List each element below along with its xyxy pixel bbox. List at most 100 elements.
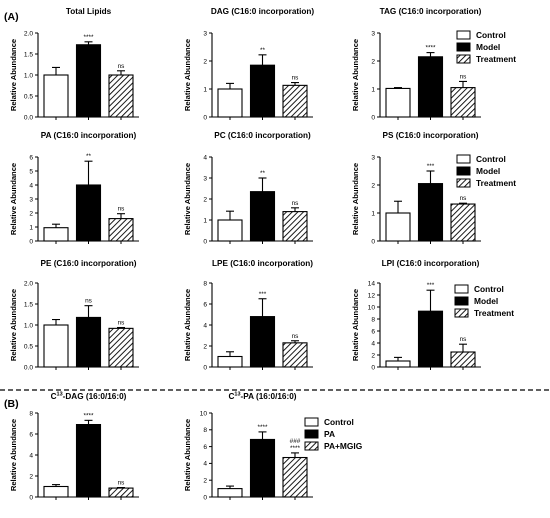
- chart-title: Total Lipids: [66, 7, 112, 16]
- chart-title: PC (C16:0 incorporation): [214, 131, 311, 140]
- significance-label: ns: [460, 73, 467, 80]
- y-tick-label: 10: [200, 410, 208, 417]
- legend-swatch: [456, 154, 471, 164]
- legend-swatch: [456, 166, 471, 176]
- y-tick-label: 2: [203, 343, 207, 350]
- section-label-a: (A): [4, 11, 19, 23]
- bar-control: [43, 485, 69, 498]
- bar-treatment: [282, 211, 308, 242]
- legend-item: Control: [474, 284, 504, 294]
- bar-control: [217, 488, 243, 498]
- significance-label: ns: [85, 298, 92, 305]
- bar-model: [249, 64, 276, 118]
- bar-model: [417, 56, 444, 118]
- legend-item: Model: [476, 166, 500, 176]
- chart-panel-3: TAG (C16:0 incorporation) 0 1 2 3 Relative Ab…: [351, 7, 482, 121]
- significance-label: ***: [259, 291, 267, 298]
- y-tick-label: 2: [29, 473, 33, 480]
- bar-model: [249, 191, 276, 242]
- y-tick-label: 6: [29, 431, 33, 438]
- bar-control: [43, 324, 69, 368]
- y-axis-label: Relative Abundance: [183, 39, 192, 111]
- legend-item: Control: [476, 30, 506, 40]
- bar-treatment: [282, 342, 308, 368]
- y-tick-label: 1.5: [24, 301, 33, 308]
- legend-item: Treatment: [476, 178, 516, 188]
- legend-swatch: [456, 42, 471, 52]
- y-tick-label: 0.5: [24, 93, 33, 100]
- y-tick-label: 1.0: [24, 322, 33, 329]
- significance-label: **: [260, 47, 265, 54]
- chart-title: C13-PA (16:0/16:0): [228, 392, 296, 402]
- bar-treatment: [108, 327, 134, 368]
- y-tick-label: 3: [371, 154, 375, 161]
- legend-item: Treatment: [476, 54, 516, 64]
- legend-row2: Control Model Treatment: [456, 154, 516, 188]
- bar-control: [385, 87, 411, 118]
- y-tick-label: 8: [203, 427, 207, 434]
- chart-title: PS (C16:0 incorporation): [383, 131, 479, 140]
- y-tick-label: 4: [371, 340, 375, 347]
- y-tick-label: 2: [203, 478, 207, 485]
- chart-panel-10: C13-DAG (16:0/16:0) 0 2 4 6 8 Relative Abundan…: [9, 392, 139, 501]
- y-tick-label: 1: [371, 210, 375, 217]
- bar-pa-mgig: [108, 487, 134, 498]
- y-tick-label: 3: [203, 175, 207, 182]
- y-tick-label: 14: [368, 280, 376, 287]
- y-tick-label: 1: [29, 224, 33, 231]
- y-tick-label: 1.0: [24, 72, 33, 79]
- y-tick-label: 3: [371, 30, 375, 37]
- chart-title: PA (C16:0 incorporation): [41, 131, 137, 140]
- y-tick-label: 8: [371, 316, 375, 323]
- y-tick-label: 8: [203, 280, 207, 287]
- y-tick-label: 6: [29, 154, 33, 161]
- bar-treatment: [450, 203, 476, 242]
- bar-control: [385, 360, 411, 368]
- significance-label: ns: [460, 336, 467, 343]
- legend-swatch: [304, 417, 319, 427]
- y-tick-label: 8: [29, 410, 33, 417]
- legend-swatch: [304, 441, 319, 451]
- significance-label: ****: [84, 412, 94, 419]
- bar-pa: [75, 423, 102, 498]
- y-tick-label: 2: [203, 58, 207, 65]
- y-tick-label: 6: [203, 444, 207, 451]
- y-tick-label: 0: [371, 114, 375, 121]
- bar-control: [217, 88, 243, 118]
- chart-title: LPE (C16:0 incorporation): [212, 259, 313, 268]
- y-tick-label: 0: [371, 238, 375, 245]
- bar-treatment: [108, 74, 134, 118]
- significance-label: **: [86, 153, 91, 160]
- y-tick-label: 0: [203, 364, 207, 371]
- y-axis-label: Relative Abundance: [183, 419, 192, 491]
- legend-item: Treatment: [474, 308, 514, 318]
- bar-control: [217, 355, 243, 368]
- legend-b: Control PA PA+MGIG: [304, 417, 362, 451]
- y-tick-label: 4: [203, 322, 207, 329]
- significance-label: ns: [118, 320, 125, 327]
- chart-panel-6: PS (C16:0 incorporation) 0 1 2 3 Relative Abu…: [351, 131, 481, 245]
- y-axis-label: Relative Abundance: [351, 163, 360, 235]
- bar-model: [249, 316, 276, 368]
- y-tick-label: 4: [29, 182, 33, 189]
- y-tick-label: 0.0: [24, 114, 33, 121]
- y-tick-label: 0.5: [24, 343, 33, 350]
- legend-swatch: [304, 429, 319, 439]
- significance-label: ****: [426, 45, 436, 52]
- y-tick-label: 2: [371, 352, 375, 359]
- y-axis-label: Relative Abundance: [9, 163, 18, 235]
- y-tick-label: 2: [371, 182, 375, 189]
- significance-label: ns: [118, 206, 125, 213]
- legend-item: PA+MGIG: [324, 441, 362, 451]
- y-tick-label: 1: [371, 86, 375, 93]
- y-tick-label: 0: [203, 114, 207, 121]
- y-axis-label: Relative Abundance: [183, 163, 192, 235]
- y-tick-label: 1: [203, 86, 207, 93]
- y-tick-label: 0.0: [24, 364, 33, 371]
- legend-item: PA: [324, 429, 335, 439]
- chart-panel-7: PE (C16:0 incorporation) 0.0 0.5 1.0 1.5 2.0 R…: [9, 259, 139, 371]
- significance-label: ns: [292, 200, 299, 207]
- legend-row1: Control Model Treatment: [456, 30, 516, 64]
